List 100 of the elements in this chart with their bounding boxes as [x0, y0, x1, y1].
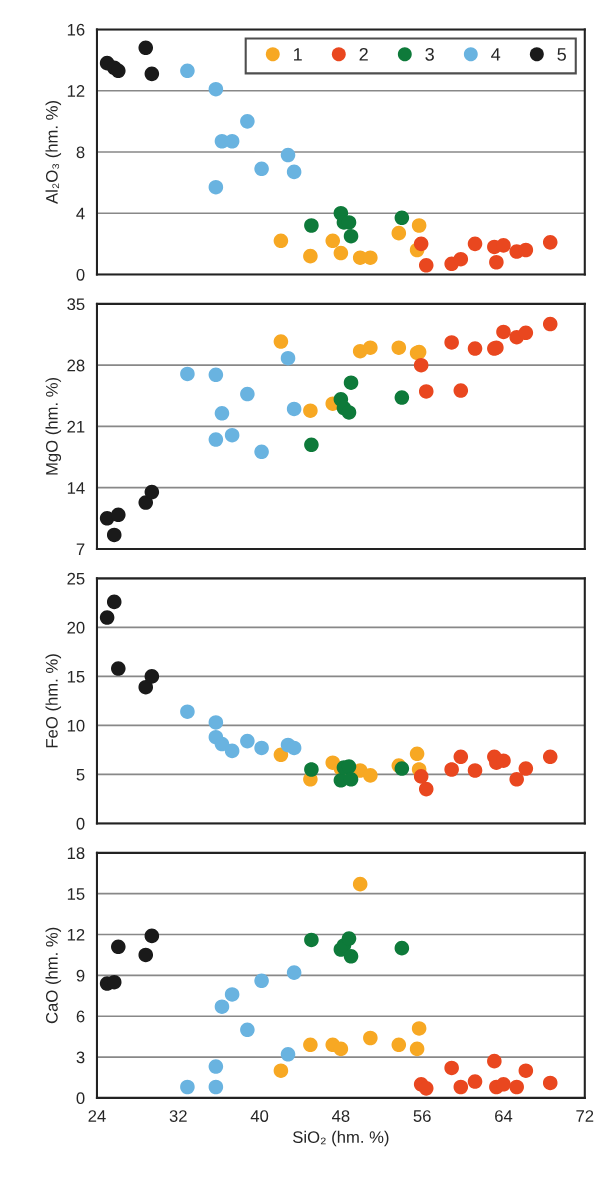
point: [144, 66, 160, 82]
point: [214, 406, 230, 421]
point: [453, 749, 469, 765]
point: [180, 704, 195, 719]
y-tick-label: 6: [76, 1010, 85, 1023]
point: [208, 81, 224, 97]
x-tick-label: 48: [331, 1110, 350, 1122]
point: [144, 669, 160, 684]
y-tick-label: 12: [67, 85, 85, 97]
point: [273, 1063, 289, 1078]
y-tick-label: 28: [67, 359, 85, 372]
x-axis-title: SiO₂ (hm. %): [293, 1130, 389, 1147]
point: [542, 235, 558, 250]
point: [208, 1079, 224, 1095]
point: [106, 594, 122, 610]
y-tick-label: 5: [76, 768, 85, 781]
x-tick-label: 40: [250, 1110, 269, 1122]
point: [224, 427, 240, 443]
point: [304, 762, 319, 777]
y-tick-label: 3: [76, 1051, 85, 1064]
point: [343, 375, 359, 390]
y-axis-title: CaO (hm. %): [45, 927, 62, 1024]
point: [138, 947, 154, 963]
point: [286, 740, 302, 756]
point: [409, 1041, 425, 1057]
point: [303, 248, 318, 264]
legend-label: 2: [359, 47, 368, 61]
point: [224, 987, 240, 1002]
point: [254, 740, 269, 756]
y-tick-label: 12: [67, 928, 85, 941]
point: [240, 733, 255, 749]
y-tick-label: 16: [67, 23, 85, 36]
point: [304, 932, 319, 948]
point: [254, 161, 269, 177]
point: [138, 495, 154, 510]
point: [254, 973, 269, 989]
point: [341, 405, 357, 420]
point: [273, 334, 289, 349]
point: [273, 233, 289, 249]
x-tick-label: 56: [413, 1110, 431, 1122]
point: [453, 1079, 469, 1095]
point: [518, 325, 534, 341]
point: [303, 403, 318, 418]
point: [496, 1077, 511, 1092]
point: [394, 210, 410, 226]
x-tick-label: 32: [169, 1110, 187, 1122]
y-tick-label: 25: [67, 572, 85, 585]
point: [111, 63, 126, 79]
y-tick-label: 0: [76, 268, 85, 281]
point: [144, 484, 160, 500]
point: [224, 743, 240, 759]
point: [273, 747, 289, 763]
y-tick-label: 4: [76, 207, 85, 220]
point: [444, 335, 459, 350]
point: [518, 1063, 534, 1078]
y-tick-label: 8: [76, 146, 85, 159]
y-tick-label: 10: [67, 719, 85, 732]
y-tick-label: 20: [67, 621, 85, 634]
point: [286, 965, 302, 980]
point: [489, 254, 504, 270]
legend-label: 4: [491, 48, 501, 61]
point: [208, 179, 224, 195]
point: [391, 340, 407, 355]
point: [363, 250, 378, 265]
point: [363, 768, 378, 783]
point: [180, 63, 195, 79]
point: [509, 772, 524, 787]
point: [409, 746, 425, 762]
point: [542, 749, 558, 765]
point: [418, 1081, 434, 1096]
point: [518, 242, 534, 258]
point: [542, 316, 558, 332]
point: [411, 218, 427, 233]
point: [286, 164, 302, 180]
point: [180, 1079, 195, 1095]
point: [208, 432, 224, 447]
point: [99, 610, 115, 625]
y-tick-label: 15: [67, 888, 85, 900]
point: [333, 245, 349, 261]
y-tick-label: 0: [76, 1092, 85, 1105]
point: [138, 40, 154, 56]
point: [391, 1037, 407, 1053]
point: [286, 401, 302, 417]
point: [240, 1022, 255, 1038]
point: [418, 258, 434, 273]
x-tick-label: 24: [88, 1110, 106, 1122]
point: [453, 383, 469, 398]
point: [467, 341, 483, 356]
point: [394, 390, 410, 405]
point: [138, 679, 154, 695]
y-axis-title: Al₂O₃ (hm. %): [45, 101, 62, 204]
point: [352, 876, 368, 892]
point: [214, 736, 230, 752]
point: [180, 366, 195, 382]
y-tick-label: 18: [67, 847, 85, 860]
legend-label: 5: [557, 48, 566, 61]
point: [363, 340, 378, 355]
x-tick-label: 64: [495, 1110, 513, 1122]
point: [254, 444, 269, 460]
point: [304, 218, 319, 233]
